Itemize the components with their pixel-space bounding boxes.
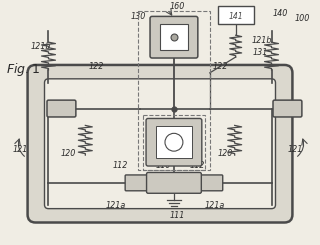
Text: 131: 131 bbox=[252, 48, 268, 57]
Text: 130: 130 bbox=[130, 12, 146, 21]
Bar bbox=[218, 6, 253, 24]
FancyBboxPatch shape bbox=[150, 16, 198, 58]
Text: $\mathit{Fig.1}$: $\mathit{Fig.1}$ bbox=[6, 61, 39, 78]
Text: 112: 112 bbox=[190, 161, 205, 170]
Text: 121a: 121a bbox=[205, 201, 225, 210]
Text: 122: 122 bbox=[88, 62, 104, 71]
Text: 121b: 121b bbox=[31, 42, 51, 51]
Text: 120: 120 bbox=[60, 149, 76, 158]
Text: 150: 150 bbox=[170, 123, 185, 132]
FancyBboxPatch shape bbox=[146, 119, 202, 166]
FancyBboxPatch shape bbox=[44, 79, 276, 209]
FancyBboxPatch shape bbox=[273, 100, 302, 117]
Bar bbox=[138, 12, 210, 170]
Bar bbox=[160, 24, 188, 50]
FancyBboxPatch shape bbox=[147, 172, 201, 193]
Text: 121: 121 bbox=[287, 145, 303, 154]
Text: 140: 140 bbox=[273, 9, 288, 18]
Text: 141: 141 bbox=[229, 12, 243, 21]
Text: 110: 110 bbox=[156, 161, 172, 170]
Bar bbox=[143, 115, 205, 170]
Bar bbox=[156, 126, 192, 158]
FancyBboxPatch shape bbox=[28, 65, 292, 222]
FancyBboxPatch shape bbox=[199, 175, 223, 191]
Text: 122: 122 bbox=[213, 62, 228, 71]
Text: 121b: 121b bbox=[252, 36, 272, 45]
Text: 121a: 121a bbox=[105, 201, 125, 210]
Text: 112: 112 bbox=[112, 161, 128, 170]
FancyBboxPatch shape bbox=[125, 175, 149, 191]
FancyBboxPatch shape bbox=[47, 100, 76, 117]
Text: 160: 160 bbox=[170, 2, 185, 12]
Text: 121: 121 bbox=[13, 145, 28, 154]
Text: 100: 100 bbox=[294, 14, 310, 23]
Text: 120: 120 bbox=[218, 149, 233, 158]
Text: 111: 111 bbox=[170, 210, 185, 220]
